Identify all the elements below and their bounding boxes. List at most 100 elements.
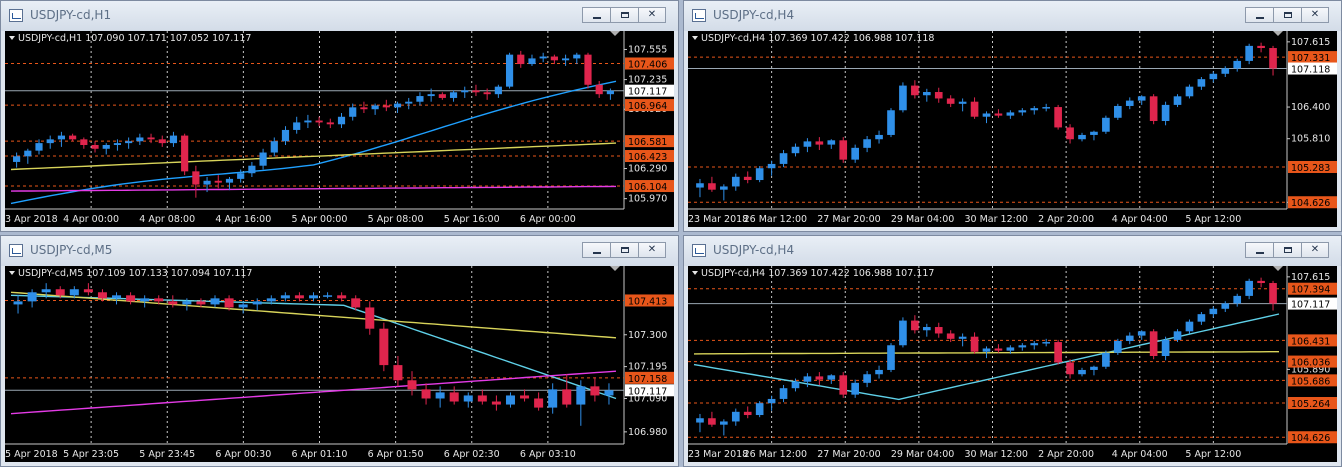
candle (35, 139, 43, 155)
close-button[interactable]: ✕ (638, 242, 666, 258)
price-level-box (1288, 374, 1337, 387)
y-axis-label: 106.400 (1291, 102, 1330, 113)
window-titlebar[interactable]: USDJPY-cd,H4 ✕ (684, 236, 1341, 266)
chart-area[interactable]: 23 Mar 2018 26 Mar 12:00 27 Mar 20:00 29 Ma… (688, 31, 1337, 227)
chart-area[interactable]: 23 Mar 2018 26 Mar 12:00 27 Mar 20:00 29 Ma… (688, 266, 1337, 462)
maximize-button[interactable] (610, 7, 638, 23)
y-axis-label: 105.890 (1291, 364, 1330, 375)
window-titlebar[interactable]: USDJPY-cd,H1 ✕ (1, 1, 678, 31)
candle (126, 292, 136, 305)
candle (154, 295, 164, 305)
candle (97, 289, 107, 302)
chart-window-icon (692, 9, 706, 22)
candle (576, 380, 586, 426)
candle (1245, 43, 1253, 65)
candle (584, 52, 592, 89)
chart-window-icon (692, 244, 706, 257)
candle (899, 317, 907, 348)
y-axis-label: 107.090 (628, 393, 667, 404)
price-level-label: 107.413 (628, 296, 667, 307)
one-click-trading-corner-icon[interactable] (1273, 266, 1283, 271)
chart-area[interactable]: 3 Apr 2018 4 Apr 00:00 4 Apr 08:00 4 Apr 16… (5, 31, 674, 227)
candle (1114, 338, 1122, 355)
candle (13, 152, 21, 168)
chart-window-usdjpy-h1[interactable]: USDJPY-cd,H1 ✕ 3 Apr 2018 4 Apr 00:00 4 Apr … (0, 0, 679, 232)
maximize-button[interactable] (610, 242, 638, 258)
y-axis-label: 107.615 (1291, 272, 1330, 283)
candle (911, 315, 919, 334)
candle (791, 378, 800, 392)
candle (815, 137, 824, 150)
maximize-button[interactable] (1273, 7, 1301, 23)
close-button[interactable]: ✕ (638, 7, 666, 23)
candle (958, 98, 967, 112)
window-titlebar[interactable]: USDJPY-cd,H4 ✕ (684, 1, 1341, 31)
price-level-label: 105.283 (1291, 163, 1330, 174)
candle (112, 292, 122, 305)
one-click-trading-corner-icon[interactable] (610, 266, 620, 271)
minimize-button[interactable] (1245, 242, 1273, 258)
chart-menu-triangle-icon[interactable] (9, 36, 15, 40)
price-level-label: 107.331 (1291, 53, 1330, 64)
price-level-label: 105.264 (1291, 399, 1330, 410)
x-axis-label: 26 Mar 12:00 (744, 449, 807, 460)
x-axis-label: 6 Apr 02:30 (444, 449, 500, 460)
candle (449, 90, 458, 102)
candle (562, 374, 572, 408)
chart-window-icon (9, 244, 23, 257)
candle (573, 52, 581, 65)
chart-info-line: USDJPY-cd,M5 107.109 107.133 107.094 107… (18, 268, 252, 279)
close-button[interactable]: ✕ (1301, 7, 1329, 23)
candle (1185, 319, 1194, 334)
close-button[interactable]: ✕ (1301, 242, 1329, 258)
candle (435, 386, 445, 408)
candle (970, 97, 979, 119)
indicator-line (10, 294, 617, 400)
candle (293, 116, 301, 134)
minimize-button[interactable] (582, 7, 610, 23)
candle (505, 52, 514, 89)
candle (147, 133, 155, 144)
candle (534, 392, 544, 411)
candle (315, 116, 323, 127)
candle (196, 298, 206, 308)
candle (281, 126, 290, 145)
minimize-button[interactable] (1245, 7, 1273, 23)
window-titlebar[interactable]: USDJPY-cd,M5 ✕ (1, 236, 678, 266)
chart-window-usdjpy-h4-bottom[interactable]: USDJPY-cd,H4 ✕ 23 Mar 2018 26 Mar 12:00 27 M… (683, 235, 1342, 467)
maximize-button[interactable] (1273, 242, 1301, 258)
minimize-button[interactable] (582, 242, 610, 258)
candle (1018, 343, 1027, 351)
one-click-trading-corner-icon[interactable] (610, 31, 620, 36)
candle (767, 395, 776, 411)
candle (1090, 365, 1098, 376)
chart-menu-triangle-icon[interactable] (692, 36, 698, 40)
chart-menu-triangle-icon[interactable] (9, 271, 15, 275)
indicator-line (10, 80, 617, 205)
indicator-line (10, 291, 617, 339)
chart-menu-triangle-icon[interactable] (692, 271, 698, 275)
candle (922, 323, 931, 337)
chart-window-usdjpy-m5[interactable]: USDJPY-cd,M5 ✕ 5 Apr 2018 5 Apr 23:05 5 Apr … (0, 235, 679, 467)
candle (491, 395, 501, 411)
price-level-box (1288, 297, 1337, 310)
chart-area[interactable]: 5 Apr 2018 5 Apr 23:05 5 Apr 23:45 6 Apr 00… (5, 266, 674, 462)
candle (252, 298, 262, 311)
x-axis-label: 2 Apr 20:00 (1038, 214, 1094, 225)
candle (1102, 115, 1110, 134)
one-click-trading-corner-icon[interactable] (1273, 31, 1283, 36)
candle (371, 103, 379, 115)
y-axis-label: 106.980 (628, 427, 667, 438)
candle (382, 99, 390, 112)
candle (351, 295, 361, 311)
price-level-label: 104.626 (1291, 198, 1330, 209)
candle (779, 384, 788, 403)
candle (590, 377, 600, 402)
candle (767, 160, 776, 176)
chart-info-line: USDJPY-cd,H4 107.369 107.422 106.988 107… (701, 268, 934, 279)
candle (875, 130, 883, 144)
chart-window-usdjpy-h4-top[interactable]: USDJPY-cd,H4 ✕ 23 Mar 2018 26 Mar 12:00 27 M… (683, 0, 1342, 232)
price-level-label: 107.158 (628, 374, 667, 385)
price-level-box (625, 135, 674, 148)
